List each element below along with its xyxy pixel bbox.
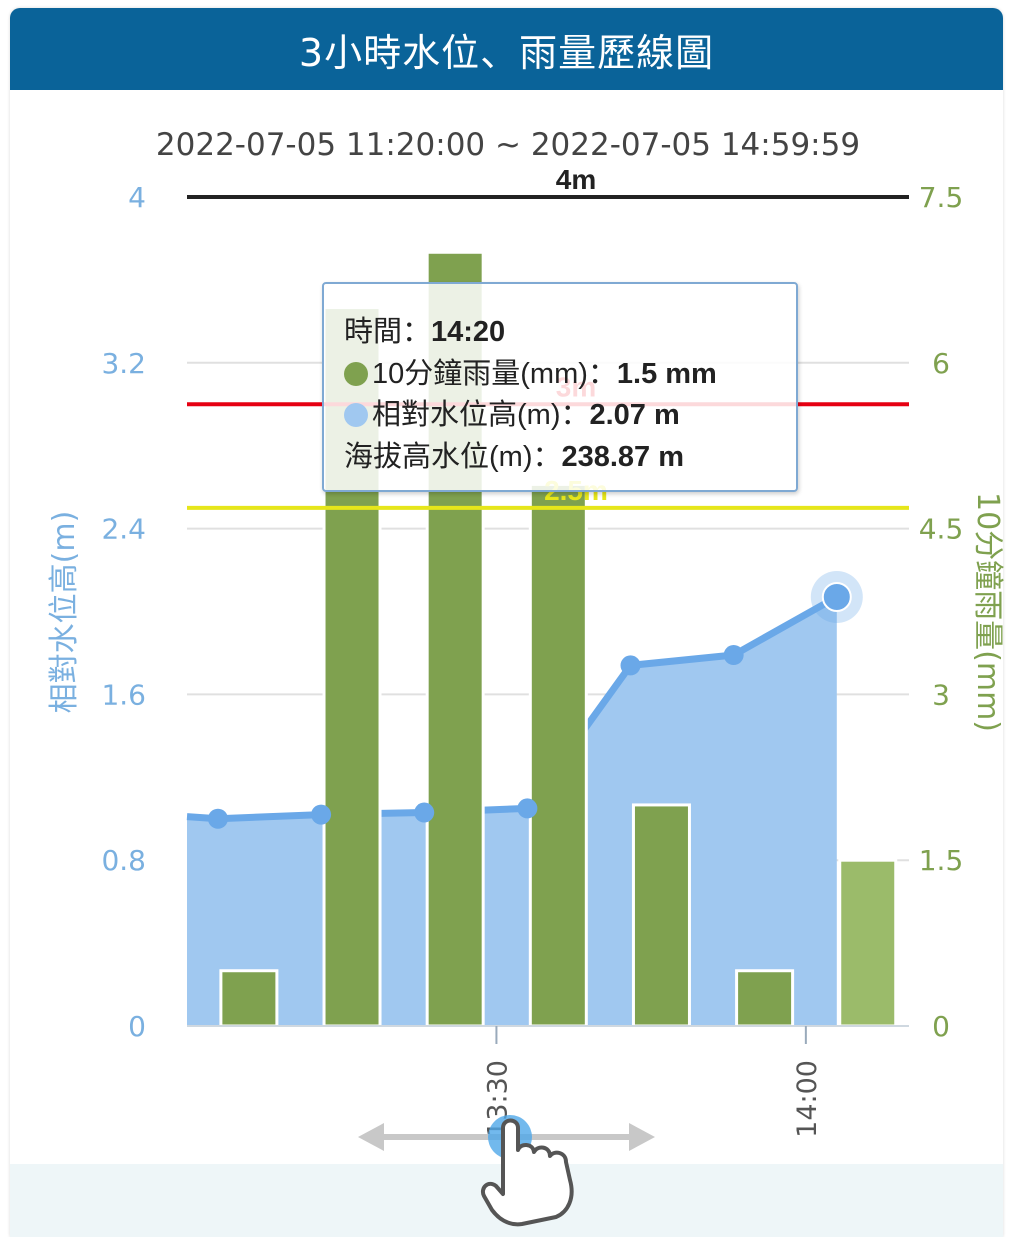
x-axis-tick-label: 14:00 [792, 1060, 823, 1138]
left-axis-tick-label: 0 [128, 1010, 146, 1043]
tooltip-rain-label: 10分鐘雨量(mm)： [372, 358, 617, 390]
water-level-point-highlight [821, 581, 852, 612]
left-axis-tick-label: 2.4 [101, 513, 146, 546]
tooltip-water-label: 相對水位高(m)： [372, 399, 590, 431]
x-axis-tick-label: 13:30 [482, 1060, 513, 1138]
right-axis-title: 10分鐘雨量(mm) [970, 492, 1005, 732]
chart-title: 3小時水位、雨量歷線圖 [298, 30, 715, 75]
rain-series-dot-icon [344, 362, 368, 386]
tooltip-rain-value: 1.5 mm [616, 358, 717, 390]
chart-header: 3小時水位、雨量歷線圖 [10, 8, 1003, 90]
water-level-point [517, 798, 538, 819]
threshold-label: 4m [556, 164, 596, 195]
tooltip: 時間：14:20 10分鐘雨量(mm)：1.5 mm 相對水位高(m)：2.07… [322, 282, 798, 492]
left-axis-tick-label: 0.8 [101, 844, 146, 877]
rainfall-bar [631, 803, 691, 1028]
right-axis-tick-label: 3 [932, 678, 950, 711]
left-axis-tick-label: 4 [128, 181, 146, 214]
tooltip-time-value: 14:20 [431, 316, 506, 348]
tooltip-elev-value: 238.87 m [561, 441, 685, 473]
left-axis-tick-label: 3.2 [101, 347, 146, 380]
water-level-point [207, 808, 228, 829]
water-level-point [414, 802, 435, 823]
right-axis-tick-label: 0 [932, 1010, 950, 1043]
rainfall-bar [735, 969, 795, 1028]
water-level-point [723, 645, 744, 666]
rainfall-bar [528, 482, 588, 1028]
left-axis-tick-label: 1.6 [101, 678, 146, 711]
right-axis-tick-label: 7.5 [919, 181, 964, 214]
water-level-point [620, 655, 641, 676]
rainfall-bar [838, 858, 898, 1028]
right-axis-tick-label: 1.5 [919, 844, 964, 877]
water-level-point [311, 804, 332, 825]
right-axis-tick-label: 6 [932, 347, 950, 380]
left-axis-title: 相對水位高(m) [47, 511, 82, 714]
rainfall-bar [219, 969, 279, 1028]
tooltip-time-label: 時間： [344, 316, 432, 348]
tooltip-elev-label: 海拔高水位(m)： [344, 441, 562, 473]
chart-subtitle: 2022-07-05 11:20:00 ~ 2022-07-05 14:59:5… [156, 127, 860, 163]
tooltip-water-value: 2.07 m [589, 399, 680, 431]
water-series-dot-icon [344, 403, 368, 427]
right-axis-tick-label: 4.5 [919, 513, 964, 546]
